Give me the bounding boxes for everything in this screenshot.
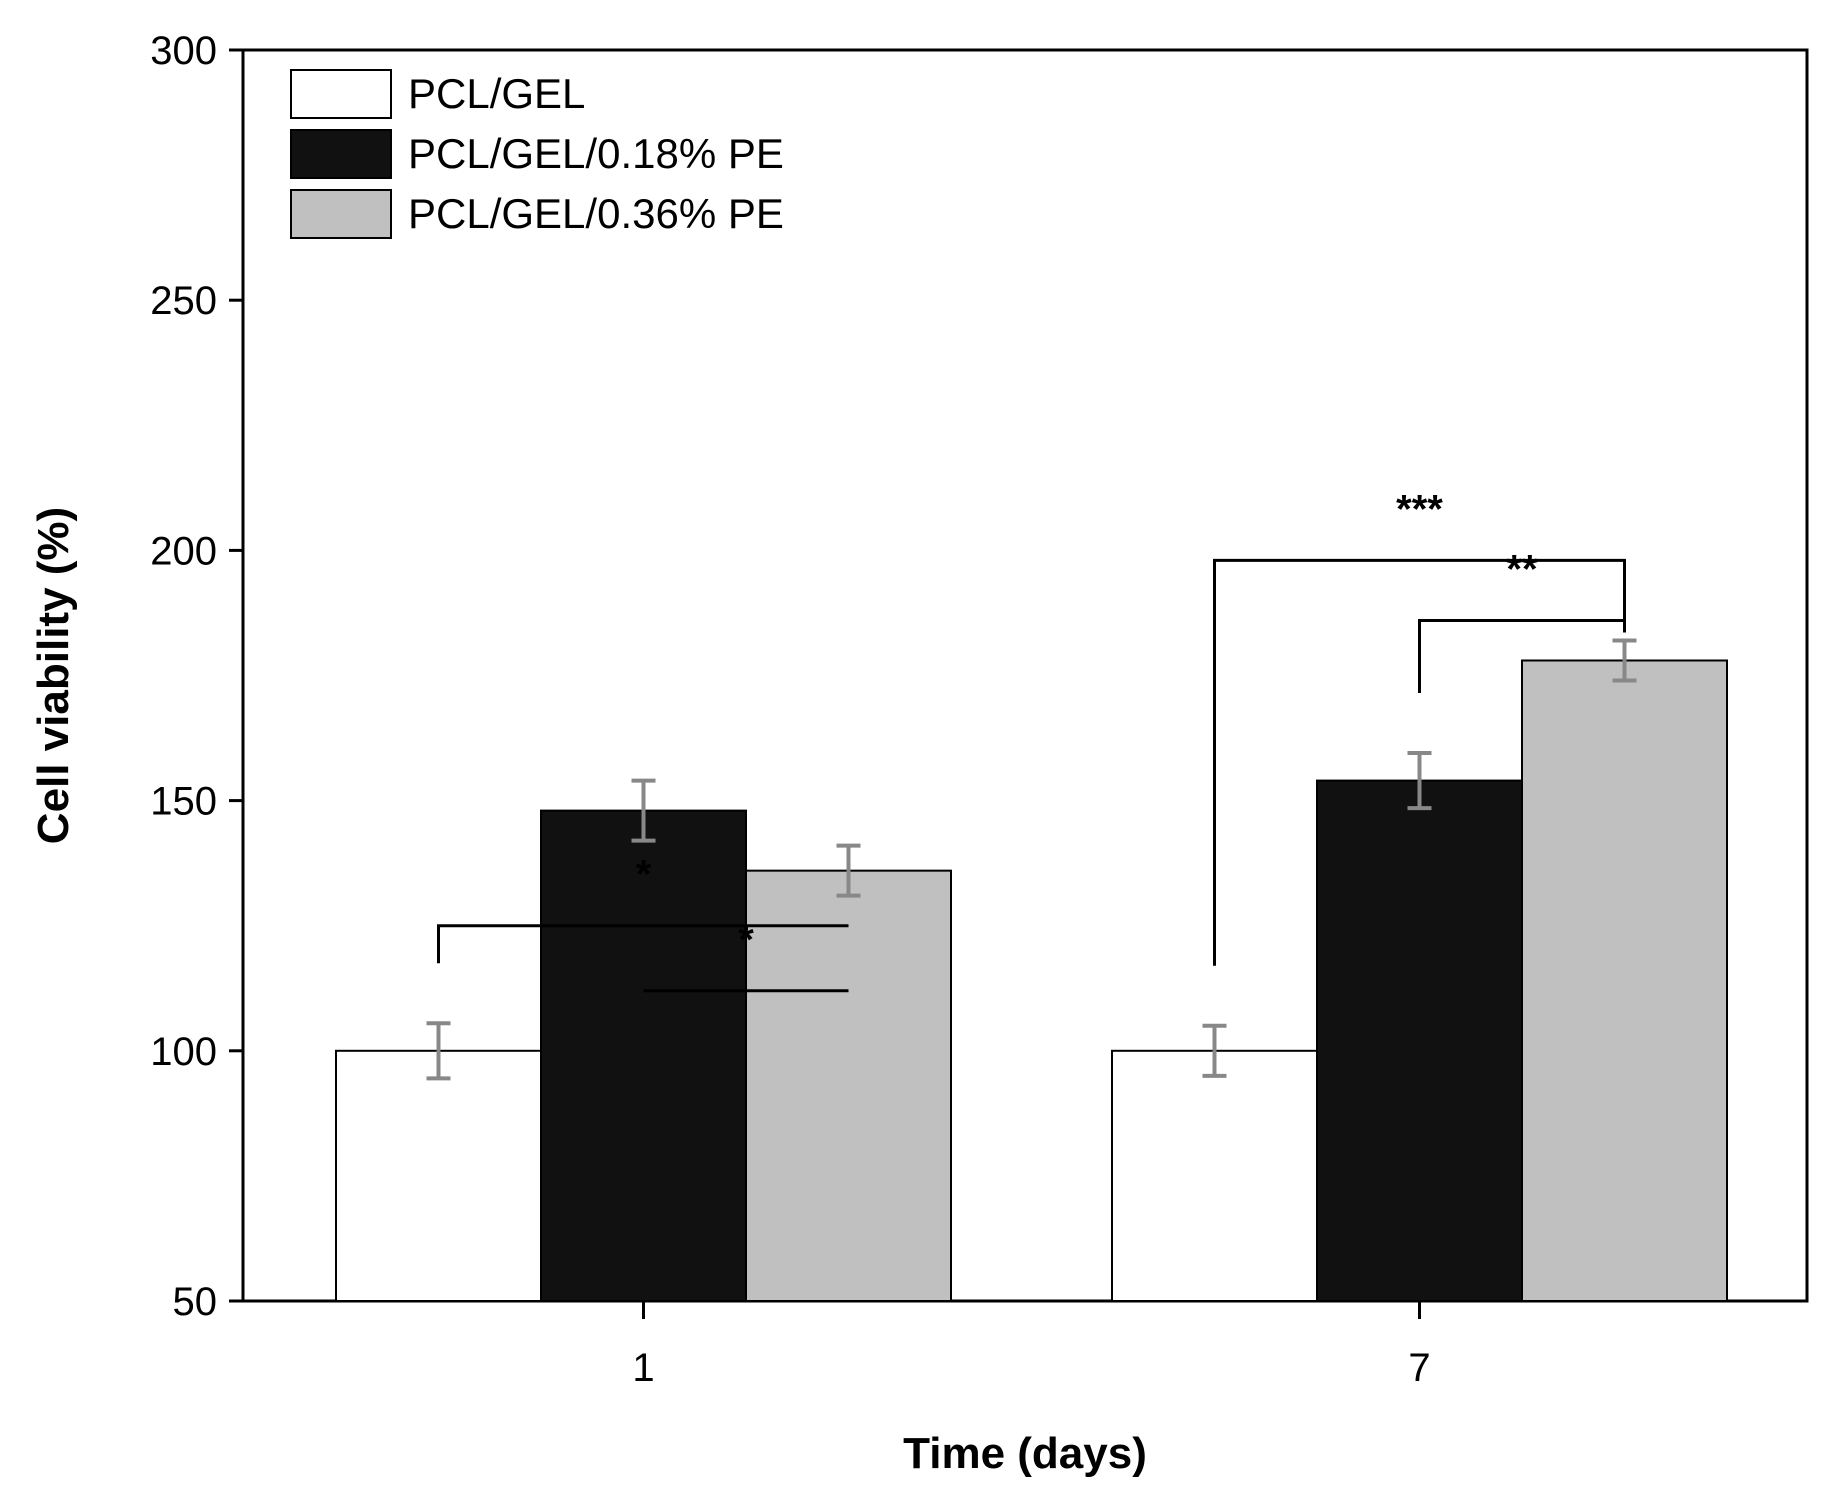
- y-tick-label: 250: [150, 279, 217, 323]
- legend-label-2: PCL/GEL/0.18% PE: [408, 130, 784, 177]
- y-tick-label: 100: [150, 1030, 217, 1074]
- bar-3-cat-1: [745, 869, 952, 1302]
- y-tick-label: 50: [173, 1280, 218, 1324]
- y-tick-label: 150: [150, 780, 217, 824]
- x-tick-label: 1: [632, 1346, 654, 1390]
- axes-group: 50 100 150 200 250 300 1 7: [150, 29, 1809, 1390]
- bars-group: [335, 659, 1728, 1303]
- plot-frame: [241, 48, 1809, 1303]
- x-tick-label: 7: [1408, 1346, 1430, 1390]
- legend-swatch-2: [290, 129, 392, 179]
- legend-label-1: PCL/GEL: [408, 70, 585, 117]
- bar-1-cat-1: [335, 1049, 542, 1303]
- legend-swatch-1: [290, 69, 392, 119]
- significance-label: *: [636, 853, 652, 897]
- y-axis-title: Cell viability (%): [29, 507, 78, 844]
- significance-label: *: [738, 918, 754, 962]
- bar-2-cat-7: [1316, 779, 1523, 1302]
- y-tick-label: 200: [150, 529, 217, 573]
- significance-bracket: [437, 924, 849, 964]
- y-tick-label: 300: [150, 29, 217, 73]
- bar-3-cat-7: [1521, 659, 1728, 1302]
- significance-group: *******: [437, 487, 1626, 993]
- legend-label-3: PCL/GEL/0.36% PE: [408, 190, 784, 237]
- significance-bracket: [1213, 558, 1626, 966]
- bar-1-cat-7: [1111, 1049, 1318, 1303]
- significance-bracket: [1418, 618, 1626, 694]
- significance-label: **: [1506, 547, 1538, 591]
- bar-2-cat-1: [540, 809, 747, 1302]
- legend-swatch-3: [290, 189, 392, 239]
- legend: PCL/GEL PCL/GEL/0.18% PE PCL/GEL/0.36% PE: [290, 69, 784, 239]
- x-axis-title: Time (days): [903, 1429, 1147, 1478]
- error-bars-group: [426, 638, 1637, 1081]
- significance-label: ***: [1396, 487, 1443, 531]
